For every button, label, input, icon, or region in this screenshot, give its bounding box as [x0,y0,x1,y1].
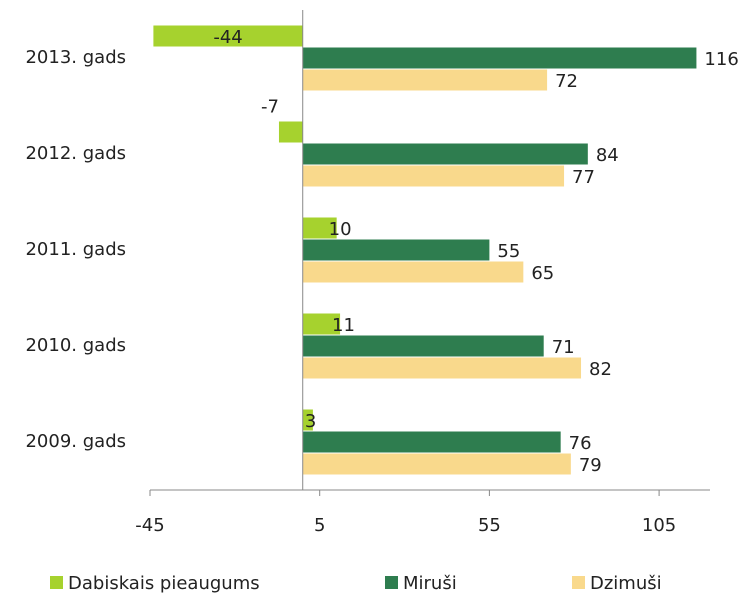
bar [302,453,571,475]
bar [153,25,303,47]
data-label: 116 [704,49,738,70]
y-tick-label: 2010. gads [25,335,126,356]
legend-label: Dzimuši [590,573,662,594]
bar [302,313,341,335]
x-tick-label: 5 [314,515,325,536]
data-label: 3 [305,411,316,432]
legend-swatch [385,576,398,589]
data-label: 71 [552,337,575,358]
legend-label: Miruši [403,573,457,594]
data-label: 11 [332,315,355,336]
legend-label: Dabiskais pieaugums [68,573,260,594]
bar [302,217,337,239]
data-label: 55 [497,241,520,262]
x-tick-label: 105 [642,515,676,536]
legend-swatch [50,576,63,589]
bar [302,409,313,431]
data-label: 72 [555,71,578,92]
data-label: 79 [579,455,602,476]
y-tick-label: 2013. gads [25,47,126,68]
x-tick-label: 55 [478,515,501,536]
bar [302,357,582,379]
bar [302,47,697,69]
bar [302,69,548,91]
data-label: 77 [572,167,595,188]
bar [302,143,588,165]
data-label: 65 [531,263,554,284]
y-tick-label: 2011. gads [25,239,126,260]
data-label: -7 [261,97,279,118]
data-label: 84 [596,145,619,166]
data-label: 82 [589,359,612,380]
data-label: -44 [213,27,242,48]
x-tick-label: -45 [135,515,164,536]
bar [302,165,565,187]
bar [302,335,544,357]
y-tick-label: 2009. gads [25,431,126,452]
bar [302,261,524,283]
bar [302,239,490,261]
data-label: 10 [329,219,352,240]
legend-swatch [572,576,585,589]
bar [278,121,303,143]
bar [302,431,561,453]
data-label: 76 [569,433,592,454]
y-tick-label: 2012. gads [25,143,126,164]
